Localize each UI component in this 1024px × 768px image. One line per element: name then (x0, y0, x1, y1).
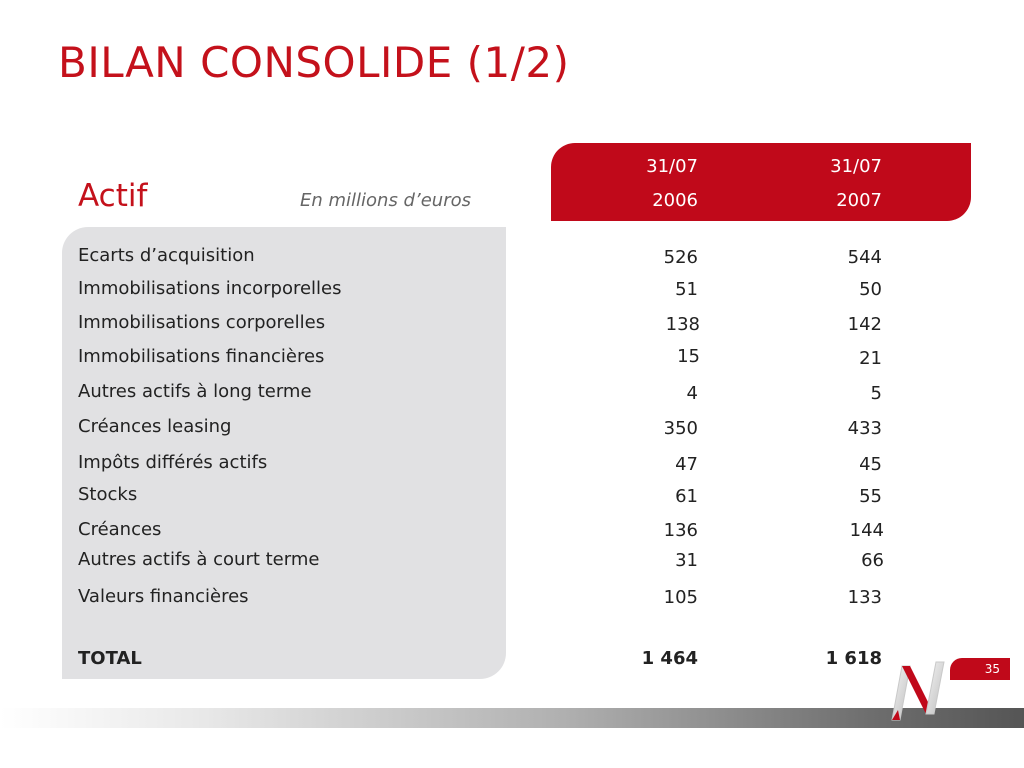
section-title: Actif (78, 178, 148, 214)
value-2006: 51 (675, 279, 698, 300)
value-2006: 15 (677, 346, 700, 367)
value-2007: 21 (859, 348, 882, 369)
value-2006: 61 (675, 486, 698, 507)
row-label: Créances (78, 519, 162, 540)
value-2007: 66 (861, 550, 884, 571)
value-2007: 144 (849, 520, 884, 541)
value-2007: 55 (859, 486, 882, 507)
value-2006: 47 (675, 454, 698, 475)
column-header-band (551, 143, 971, 221)
total-2007: 1 618 (825, 648, 882, 669)
value-2007: 433 (847, 418, 882, 439)
column-header-2007-year: 2007 (836, 190, 882, 211)
value-2006: 136 (663, 520, 698, 541)
value-2006: 350 (663, 418, 698, 439)
column-header-2007-date: 31/07 (830, 156, 882, 177)
value-2007: 50 (859, 279, 882, 300)
row-label: Immobilisations financières (78, 346, 325, 367)
value-2007: 133 (847, 587, 882, 608)
value-2007: 142 (847, 314, 882, 335)
value-2006: 31 (675, 550, 698, 571)
row-label: Immobilisations incorporelles (78, 278, 342, 299)
row-label: Créances leasing (78, 416, 232, 437)
value-2007: 5 (870, 383, 882, 404)
column-header-2006-date: 31/07 (646, 156, 698, 177)
row-label: Autres actifs à court terme (78, 549, 320, 570)
company-logo-icon (891, 661, 945, 721)
total-label: TOTAL (78, 648, 142, 669)
value-2006: 138 (665, 314, 700, 335)
value-2006: 4 (686, 383, 698, 404)
value-2006: 526 (663, 247, 698, 268)
value-2007: 45 (859, 454, 882, 475)
row-label: Impôts différés actifs (78, 452, 268, 473)
unit-note: En millions d’euros (300, 190, 471, 211)
row-label: Autres actifs à long terme (78, 381, 312, 402)
footer-gradient-bar (0, 708, 1024, 728)
value-2007: 544 (847, 247, 882, 268)
row-label: Stocks (78, 484, 138, 505)
row-label: Ecarts d’acquisition (78, 245, 255, 266)
row-label-panel (62, 227, 506, 679)
slide-title: BILAN CONSOLIDE (1/2) (58, 38, 570, 87)
value-2006: 105 (663, 587, 698, 608)
page-number-badge: 35 (950, 658, 1010, 680)
row-label: Immobilisations corporelles (78, 312, 326, 333)
row-label: Valeurs financières (78, 586, 249, 607)
total-2006: 1 464 (641, 648, 698, 669)
column-header-2006-year: 2006 (652, 190, 698, 211)
